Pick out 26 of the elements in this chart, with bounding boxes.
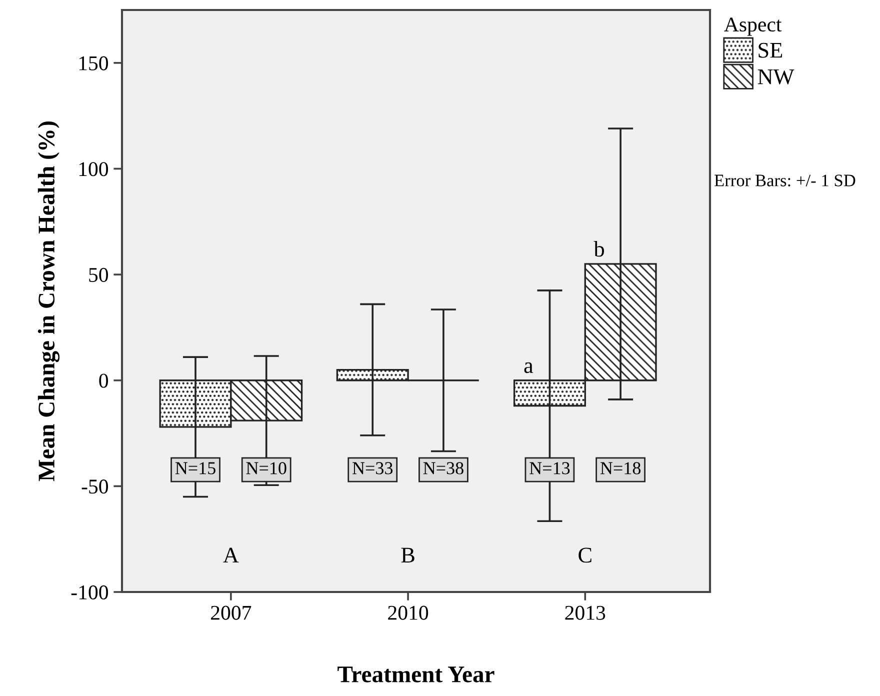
annotation: N=10: [246, 462, 286, 474]
y-tick-label: 100: [79, 162, 108, 176]
annotation: N=18: [600, 462, 641, 474]
y-tick-label: 0: [99, 374, 108, 388]
annotation: N=38: [423, 462, 464, 474]
y-axis-title: Mean Change in Crown Health (%): [38, 122, 60, 482]
y-tick-label: 50: [89, 268, 108, 282]
annotation: B: [401, 548, 414, 562]
y-tick-label: -100: [71, 585, 108, 600]
x-axis-title: Treatment Year: [338, 666, 494, 682]
x-tick-label: 2010: [388, 606, 428, 620]
annotation: N=33: [352, 462, 393, 474]
annotation: C: [578, 548, 592, 563]
legend-title: Aspect: [724, 18, 782, 36]
annotation: a: [524, 362, 534, 374]
y-tick-label: -50: [82, 480, 108, 494]
annotation: N=15: [175, 462, 216, 474]
y-tick-label: 150: [79, 56, 108, 70]
legend-label: NW: [758, 70, 794, 84]
x-tick-label: 2007: [211, 606, 252, 620]
text: Error Bars: +/- 1 SD: [714, 174, 856, 186]
annotation: A: [223, 548, 239, 562]
x-tick-label: 2013: [565, 606, 606, 620]
annotation: N=13: [530, 462, 570, 474]
annotation: b: [594, 241, 604, 257]
legend-label: SE: [758, 42, 782, 58]
